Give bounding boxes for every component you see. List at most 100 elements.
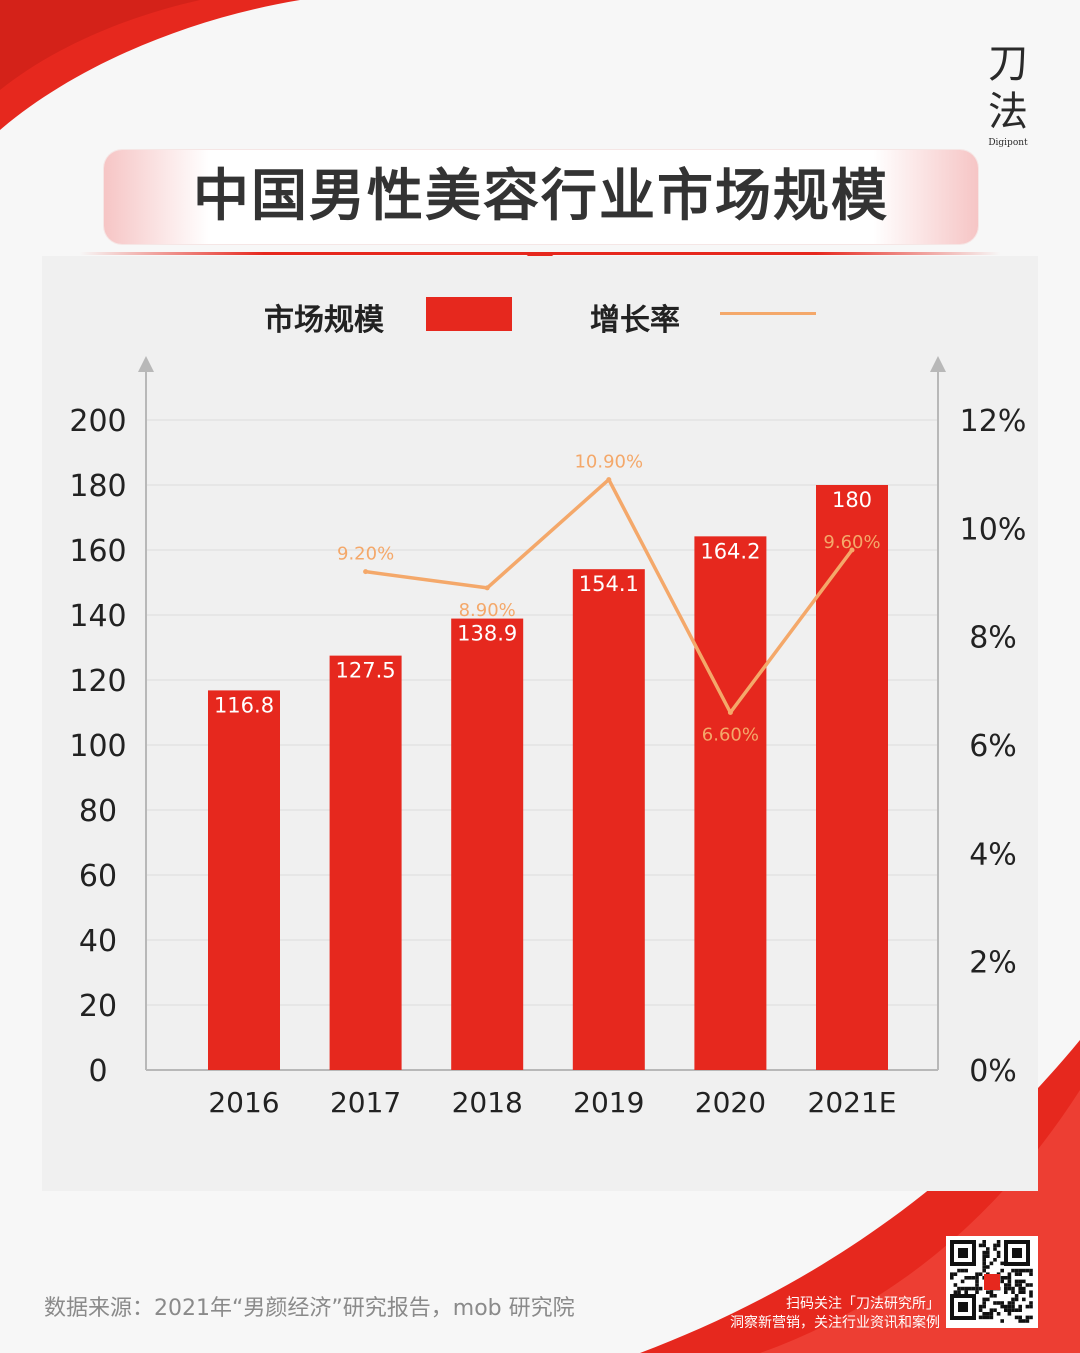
qr-module [975,1283,979,1287]
qr-module [1011,1301,1015,1305]
qr-module [982,1258,986,1262]
qr-module [968,1286,972,1291]
qr-module [1018,1319,1022,1323]
qr-module [993,1301,997,1305]
bar [451,618,524,1070]
bar-data-label: 116.8 [214,693,274,717]
title-bar: 中国男性美容行业市场规模 [104,150,978,244]
qr-module [1018,1304,1022,1309]
qr-module [1004,1276,1008,1280]
x-tick-label: 2017 [330,1086,401,1119]
qr-module [1011,1290,1015,1294]
y-right-tick-label: 10% [960,512,1027,547]
bar-data-label: 180 [832,488,872,512]
page-title: 中国男性美容行业市场规模 [193,164,889,229]
growth-rate-label: 9.20% [337,544,394,565]
qr-module [986,1247,990,1251]
bar [208,690,280,1070]
qr-module [957,1290,961,1294]
qr-module [953,1283,958,1287]
qr-module [986,1297,990,1302]
qr-module [1018,1283,1022,1287]
qr-module [1007,1272,1012,1276]
bar [816,485,888,1070]
brand-logo-text: 刀法 [988,41,1028,135]
qr-module [982,1243,986,1248]
left-axis-arrow [138,356,154,372]
qr-module [975,1286,979,1291]
qr-finder-inner [958,1302,968,1312]
qr-module [1014,1272,1019,1276]
qr-module [989,1315,994,1320]
x-tick-label: 2019 [573,1086,644,1119]
qr-module [1025,1315,1030,1320]
qr-module [1029,1268,1033,1273]
qr-module [996,1254,1001,1258]
y-right-tick-label: 12% [960,404,1027,439]
brand-logo: 刀法 Digipont [978,40,1038,148]
qr-module [957,1268,961,1273]
qr-module [1007,1276,1012,1280]
qr-module [1011,1297,1015,1302]
qr-module [982,1301,986,1305]
data-source: 数据来源：2021年“男颜经济”研究报告，mob 研究院 [44,1296,575,1321]
y-left-tick-label: 140 [69,599,126,634]
y-right-tick-label: 8% [969,621,1017,656]
qr-module [996,1243,1001,1248]
qr-module [978,1304,983,1309]
qr-module [1004,1286,1008,1291]
qr-module [989,1294,994,1298]
growth-rate-point [363,569,369,575]
qr-module [1007,1304,1012,1309]
growth-rate-label: 6.60% [702,725,759,746]
growth-rate-point [727,710,733,715]
qr-module [993,1247,997,1251]
qr-module [971,1276,976,1280]
qr-module [950,1276,954,1280]
qr-module [953,1290,958,1294]
qr-module [1029,1315,1033,1320]
qr-module [953,1272,958,1276]
qr-module [982,1315,986,1320]
qr-module [1022,1279,1026,1284]
y-right-tick-label: 0% [969,1054,1017,1089]
qr-module [1000,1276,1004,1280]
qr-module [1014,1279,1019,1284]
qr-module [968,1276,972,1280]
qr-finder-inner [1012,1248,1022,1258]
bar-data-label: 154.1 [579,572,639,596]
y-left-tick-label: 20 [79,989,117,1024]
qr-module [1018,1286,1022,1291]
bar-data-label: 138.9 [457,622,517,646]
qr-module [1025,1319,1030,1323]
qr-module [960,1279,965,1284]
qr-module [1011,1304,1015,1309]
qr-module [1007,1312,1012,1316]
bar [572,569,645,1070]
qr-caption-line2: 洞察新营销，关注行业资讯和案例 [730,1315,940,1331]
y-left-tick-label: 40 [79,924,117,959]
qr-module [1018,1272,1022,1276]
qr-finder-inner [958,1248,968,1258]
qr-module [978,1308,983,1312]
qr-module [1022,1319,1026,1323]
qr-module [982,1254,986,1258]
qr-code[interactable] [946,1236,1038,1328]
qr-module [986,1312,990,1316]
qr-module [1007,1283,1012,1287]
qr-module [1018,1315,1022,1320]
qr-module [964,1268,968,1273]
qr-module [1029,1304,1033,1309]
qr-module [989,1290,994,1294]
qr-module [1007,1286,1012,1291]
qr-module [1025,1304,1030,1309]
qr-module [982,1312,986,1316]
qr-module [1014,1294,1019,1298]
bar-data-label: 127.5 [336,659,396,683]
qr-module [978,1272,983,1276]
qr-module [989,1312,994,1316]
qr-module [982,1250,986,1255]
qr-module [1025,1268,1030,1273]
legend-bar-swatch [426,297,512,331]
